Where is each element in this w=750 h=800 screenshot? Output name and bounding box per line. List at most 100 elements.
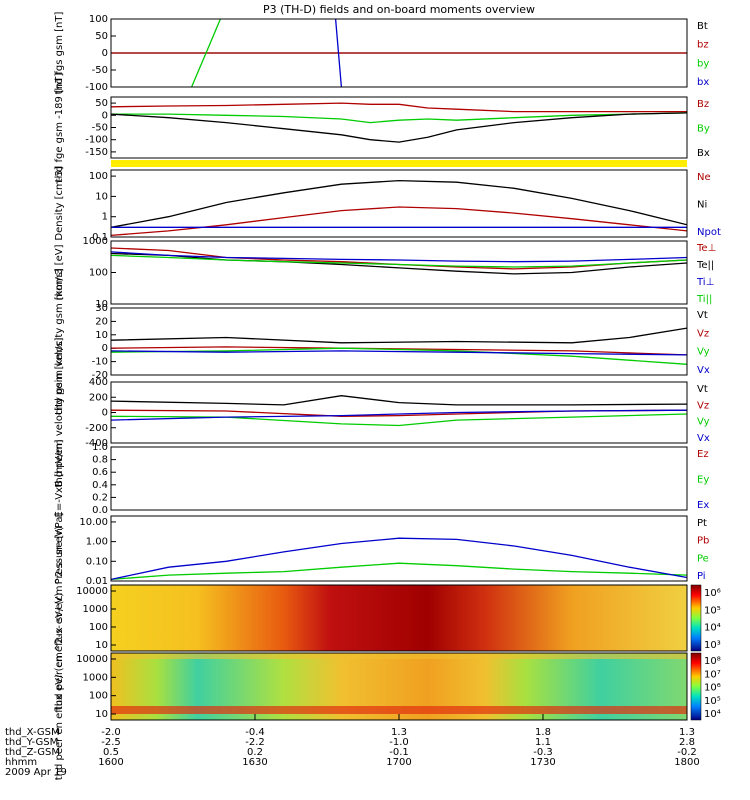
y-axis-label: thd peir en eflux eV/ (cm^2-s- sr-eV) (54, 526, 65, 710)
y-tick-label: -400 (85, 438, 108, 449)
series-vz (111, 346, 687, 356)
panel-frame (110, 307, 688, 376)
y-tick-label: -100 (85, 82, 108, 93)
x-row-value: -0.4 (245, 727, 265, 738)
colorbar-tick: 10⁸ (704, 656, 721, 667)
y-tick-label: -150 (85, 147, 108, 158)
x-row-value: 1730 (530, 757, 555, 768)
y-axis-label: thd fge gsm -189 [nT] (54, 73, 65, 183)
legend-by: By (697, 124, 710, 135)
y-tick-label: 0.6 (92, 467, 108, 478)
x-row-value: -0.1 (389, 747, 409, 758)
series-by (111, 112, 687, 124)
y-tick-label: 0.4 (92, 480, 108, 491)
legend-ti-: Ti⊥ (696, 277, 714, 288)
y-tick-label: 20 (95, 316, 108, 327)
legend-te-: Te|| (696, 260, 714, 271)
y-axis-label: thd peer en eflux eV/ (cm^2-s- sr-eV) (54, 593, 65, 781)
series-vy (111, 347, 687, 365)
legend-ez: Ez (697, 449, 709, 460)
x-row-value: 0.2 (247, 747, 263, 758)
y-tick-label: 50 (95, 98, 108, 109)
x-row-label: thd_Z-GSM (5, 747, 60, 758)
x-row-value: 1800 (674, 757, 699, 768)
y-tick-label: 0.8 (92, 455, 108, 466)
colorbar-10 (690, 652, 702, 721)
legend-ni: Ni (697, 200, 707, 211)
x-row-label: thd_Y-GSM (5, 737, 58, 748)
y-tick-label: 1000 (83, 672, 108, 683)
panel-1: 100 50 0 -50 -100 Bt bz by bx thd fgs gsm [nT] (54, 12, 709, 95)
y-tick-label: 10 (95, 709, 108, 720)
series-bx (334, 19, 343, 87)
panel-10: 10⁸ 10⁷ 10⁶ 10⁵ 10⁴ 10000 1000 100 10 thd peer en… (54, 593, 721, 781)
legend-ne: Ne (697, 172, 711, 183)
x-row-value: -0.2 (677, 747, 697, 758)
colorbar-tick: 10⁴ (704, 709, 721, 720)
x-row-value: 1.3 (679, 727, 695, 738)
y-tick-label: -50 (92, 65, 108, 76)
y-tick-label: 10 (95, 640, 108, 651)
x-row-value: 1.3 (391, 727, 407, 738)
legend-pi: Pi (697, 571, 706, 582)
date-label: 2009 Apr 19 (5, 767, 67, 778)
y-tick-label: 0.0 (92, 505, 108, 516)
colorbar-tick: 10⁴ (704, 623, 721, 634)
y-tick-label: 0 (102, 408, 108, 419)
y-axis-label: thd peim velocity gsm [km/s] (54, 268, 65, 415)
y-tick-label: -200 (85, 423, 108, 434)
series-pe (111, 562, 687, 581)
x-row-value: -2.2 (245, 737, 265, 748)
legend-bx: bx (697, 77, 709, 88)
legend-bz: bz (697, 40, 709, 51)
panel-frame (110, 18, 688, 88)
x-row-label: thd_X-GSM (5, 727, 60, 738)
colorbar-tick: 10⁵ (704, 696, 721, 707)
x-row-value: 1.1 (535, 737, 551, 748)
series-bz (111, 102, 687, 113)
panel-frame (110, 446, 688, 511)
series-by (191, 19, 221, 87)
y-tick-label: 10.00 (79, 517, 108, 528)
y-tick-label: 0 (102, 110, 108, 121)
panel-9: 10⁶ 10⁵ 10⁴ 10³ 10000 1000 100 10 thd peir en ef… (54, 526, 721, 710)
legend-bz: Bz (697, 99, 709, 110)
panel-3: 100 10 1 0.1 Ne Ni Npot Density [cm-3] (54, 166, 721, 243)
legend-ex: Ex (697, 500, 709, 511)
legend-pt: Pt (697, 518, 707, 529)
spectrogram-9 (111, 585, 687, 651)
legend-vt: Vt (697, 310, 708, 321)
y-tick-label: 0.1 (92, 232, 108, 243)
y-axis-label: E=-VxB [mV/m] (54, 439, 65, 517)
series-vx (111, 409, 687, 421)
legend-vz: Vz (697, 400, 709, 411)
y-tick-label: 0.01 (86, 576, 108, 587)
y-tick-label: 0.2 (92, 492, 108, 503)
panel-frame (110, 381, 688, 444)
y-tick-label: 10 (95, 191, 108, 202)
x-row-label: hhmm (5, 757, 37, 768)
y-axis-label: thd peem velocity gsm [km/s] (54, 337, 65, 487)
panel-frame (110, 584, 688, 652)
y-tick-label: 1000 (83, 604, 108, 615)
y-tick-label: 1 (102, 212, 108, 223)
y-tick-label: -10 (92, 357, 108, 368)
y-tick-label: 1.0 (92, 442, 108, 453)
y-tick-label: -20 (92, 370, 108, 381)
y-tick-label: 100 (89, 691, 108, 702)
orbit-status-bar (111, 160, 687, 167)
legend-vt: Vt (697, 384, 708, 395)
y-tick-label: 10000 (76, 586, 108, 597)
panel-frame (110, 515, 688, 582)
panel-frame (110, 240, 688, 305)
series-vx (111, 350, 687, 356)
legend-vx: Vx (697, 433, 710, 444)
legend-ti-: Ti|| (696, 294, 712, 305)
x-row-value: 1600 (98, 757, 123, 768)
series-ni (111, 179, 687, 228)
y-tick-label: 0 (102, 343, 108, 354)
y-axis-label: thd fgs gsm [nT] (54, 12, 65, 95)
